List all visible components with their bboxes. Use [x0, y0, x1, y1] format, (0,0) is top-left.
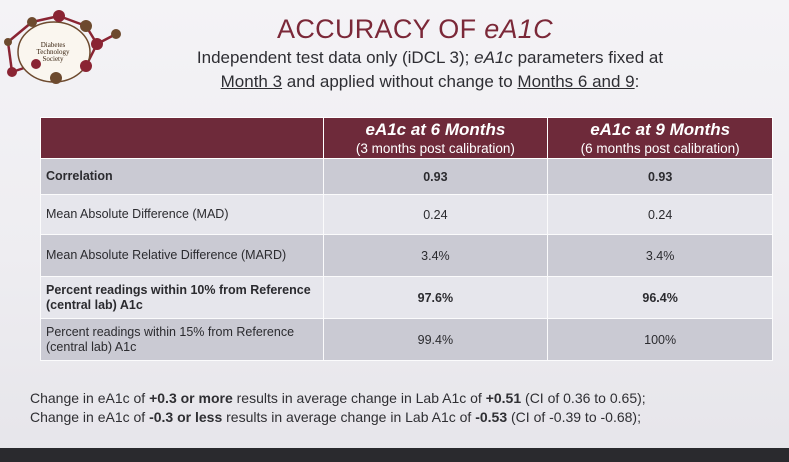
value-6-months: 0.93: [322, 158, 549, 195]
note-text: results in average change in Lab A1c of: [232, 390, 486, 406]
value-9-months: 96.4%: [547, 276, 773, 319]
table-row: Percent readings within 15% from Referen…: [40, 318, 773, 361]
note-line-1: Change in eA1c of +0.3 or more results i…: [30, 389, 780, 408]
subtitle-text: and applied without change to: [282, 72, 518, 91]
logo-text: Diabetes Technology Society: [26, 42, 80, 63]
subtitle-text: :: [634, 72, 640, 91]
table-header-row: eA1c at 6 Months (3 months post calibrat…: [40, 117, 773, 159]
subtitle-underlined-text: Months 6 and 9: [517, 72, 635, 91]
value-6-months: 97.6%: [322, 276, 549, 319]
value-6-months: 99.4%: [322, 318, 549, 361]
value-9-months: 0.93: [547, 158, 773, 195]
title-text: ACCURACY OF: [277, 14, 485, 44]
note-text: (CI of -0.39 to -0.68);: [507, 409, 641, 425]
table-row: Correlation 0.93 0.93: [40, 158, 773, 195]
row-label: Percent readings within 10% from Referen…: [40, 276, 324, 319]
subtitle-text: parameters fixed at: [512, 48, 664, 67]
value-9-months: 0.24: [547, 194, 773, 235]
header-6-months: eA1c at 6 Months (3 months post calibrat…: [322, 117, 549, 159]
note-text: results in average change in Lab A1c of: [222, 409, 476, 425]
logo-line: Diabetes: [40, 41, 66, 49]
notes: Change in eA1c of +0.3 or more results i…: [30, 389, 780, 427]
molecule-logo-graphic: [4, 10, 121, 84]
table-row: Percent readings within 10% from Referen…: [40, 276, 773, 319]
table-row: Mean Absolute Difference (MAD) 0.24 0.24: [40, 194, 773, 235]
subtitle-underlined-text: Month 3: [220, 72, 283, 91]
subtitle-text: Independent test data only (iDCL 3);: [196, 48, 475, 67]
slide-subtitle: Independent test data only (iDCL 3); eA1…: [150, 46, 710, 94]
note-bold-text: -0.53: [475, 409, 508, 425]
slide-title: ACCURACY OF eA1C: [200, 14, 630, 45]
row-label: Percent readings within 15% from Referen…: [40, 318, 324, 361]
note-bold-text: +0.51: [485, 390, 522, 406]
note-bold-text: -0.3 or less: [149, 409, 223, 425]
note-text: (CI of 0.36 to 0.65);: [521, 390, 646, 406]
header-9-months: eA1c at 9 Months (6 months post calibrat…: [547, 117, 773, 159]
header-subtitle: (6 months post calibration): [580, 141, 740, 156]
value-9-months: 100%: [547, 318, 773, 361]
header-title: eA1c at 9 Months: [590, 120, 731, 139]
accuracy-table: eA1c at 6 Months (3 months post calibrat…: [40, 117, 773, 361]
row-label: Correlation: [40, 158, 324, 195]
table-row: Mean Absolute Relative Difference (MARD)…: [40, 234, 773, 277]
logo-line: Society: [42, 55, 64, 63]
note-text: Change in eA1c of: [30, 409, 150, 425]
header-empty-cell: [40, 117, 324, 159]
value-9-months: 3.4%: [547, 234, 773, 277]
note-line-2: Change in eA1c of -0.3 or less results i…: [30, 408, 780, 427]
logo-line: Technology: [36, 48, 70, 56]
header-subtitle: (3 months post calibration): [355, 141, 515, 156]
value-6-months: 0.24: [322, 194, 549, 235]
value-6-months: 3.4%: [322, 234, 549, 277]
row-label: Mean Absolute Difference (MAD): [40, 194, 324, 235]
diabetes-technology-society-logo: Diabetes Technology Society: [4, 4, 122, 96]
note-bold-text: +0.3 or more: [149, 390, 233, 406]
note-text: Change in eA1c of: [30, 390, 150, 406]
row-label: Mean Absolute Relative Difference (MARD): [40, 234, 324, 277]
screen-bottom-edge: [0, 448, 789, 462]
subtitle-italic-text: eA1c: [474, 48, 513, 67]
header-title: eA1c at 6 Months: [365, 120, 506, 139]
title-emphasis: eA1C: [484, 14, 553, 44]
